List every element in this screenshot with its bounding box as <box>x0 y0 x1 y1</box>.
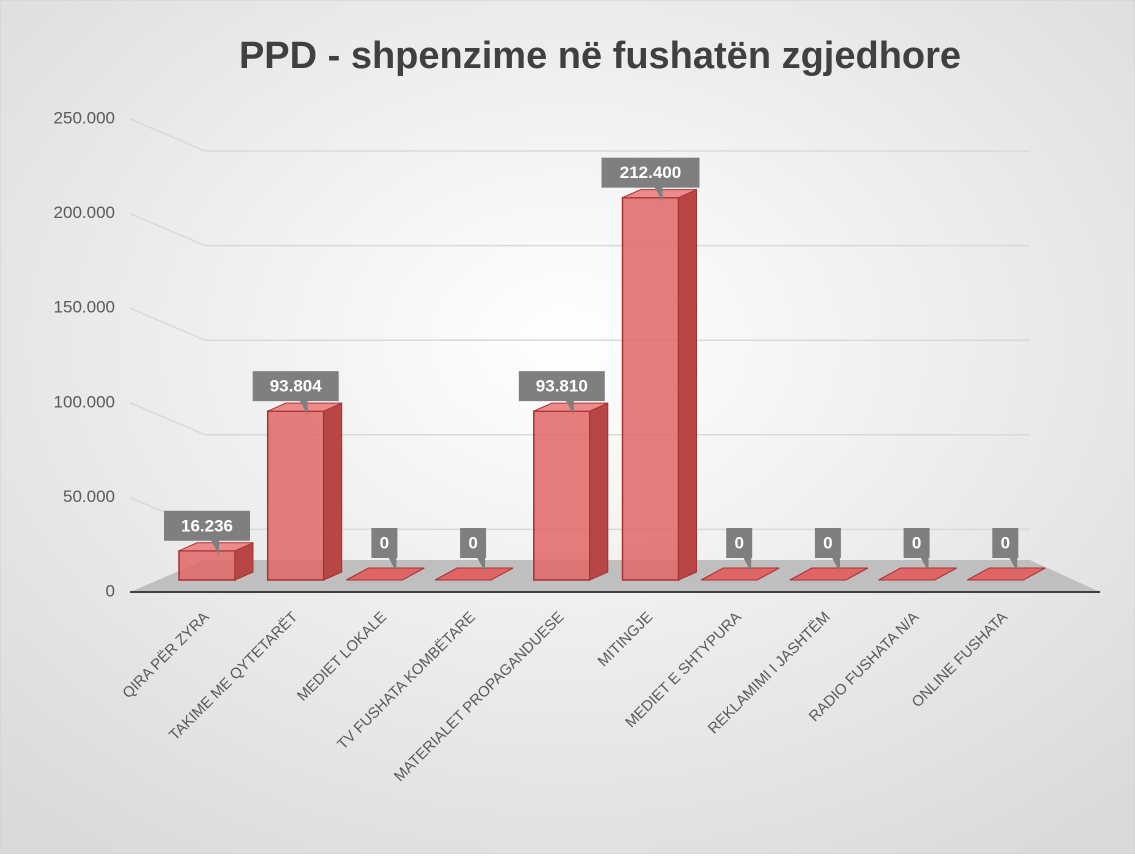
grid-line <box>129 307 1030 341</box>
bar <box>533 410 591 581</box>
label-box <box>371 528 398 558</box>
value-label: 0 <box>912 533 921 552</box>
bar <box>789 567 869 581</box>
value-label: 93.810 <box>536 377 588 396</box>
label-box <box>460 528 487 558</box>
bar <box>266 410 325 581</box>
label-box <box>518 371 605 402</box>
label-box <box>903 528 930 558</box>
y-tick-label: 200.000 <box>54 203 115 222</box>
label-box <box>601 157 700 188</box>
grid-line <box>129 402 1030 436</box>
y-tick-label: 0 <box>106 581 115 600</box>
grid-line <box>129 118 1030 152</box>
label-box <box>814 528 841 558</box>
bar <box>621 196 680 581</box>
label-box <box>252 371 339 402</box>
bar-side <box>589 402 609 581</box>
value-label: 0 <box>734 533 743 552</box>
value-label: 0 <box>380 533 389 552</box>
bar <box>346 567 425 581</box>
value-label: 16.236 <box>181 516 233 535</box>
bar <box>178 550 236 581</box>
bar-side <box>323 402 343 581</box>
value-label: 212.400 <box>620 163 681 182</box>
value-label: 0 <box>823 533 832 552</box>
label-box <box>164 510 250 541</box>
value-label: 93.804 <box>270 377 323 396</box>
y-tick-label: 250.000 <box>54 108 115 127</box>
bar-side <box>678 188 697 581</box>
y-tick-label: 100.000 <box>54 392 115 411</box>
bar <box>878 567 957 581</box>
bar <box>434 567 514 581</box>
y-tick-label: 150.000 <box>54 298 115 317</box>
chart-title: PPD - shpenzime në fushatën zgjedhore <box>239 35 961 77</box>
y-tick-label: 50.000 <box>63 487 115 506</box>
label-box <box>992 528 1019 558</box>
bar <box>967 567 1046 581</box>
bar <box>700 567 780 581</box>
label-box <box>726 528 753 558</box>
value-label: 0 <box>1001 533 1010 552</box>
grid-line <box>129 212 1030 247</box>
value-label: 0 <box>468 533 477 552</box>
